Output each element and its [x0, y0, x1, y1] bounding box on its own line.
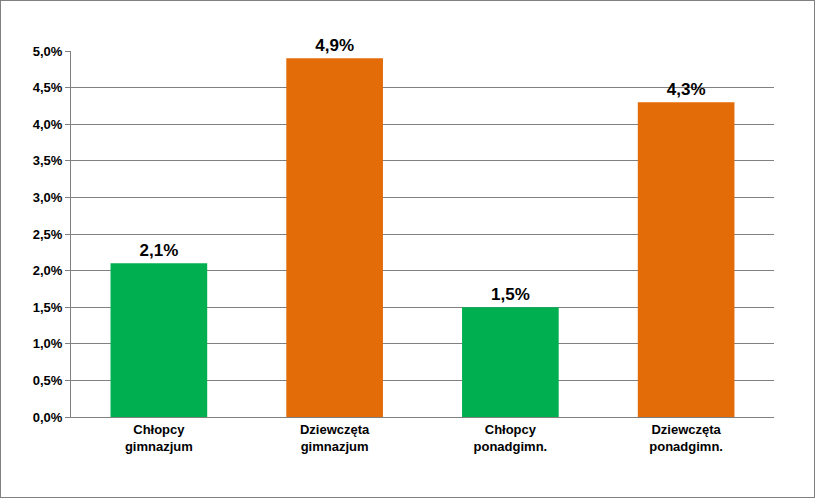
- svg-text:4,5%: 4,5%: [33, 80, 63, 95]
- svg-text:3,0%: 3,0%: [33, 190, 63, 205]
- svg-text:5,0%: 5,0%: [33, 44, 63, 59]
- svg-text:0,0%: 0,0%: [33, 410, 63, 425]
- svg-text:0,5%: 0,5%: [33, 373, 63, 388]
- svg-text:4,0%: 4,0%: [33, 117, 63, 132]
- svg-text:2,5%: 2,5%: [33, 227, 63, 242]
- svg-text:2,0%: 2,0%: [33, 263, 63, 278]
- svg-text:Chłopcyponadgimn.: Chłopcyponadgimn.: [474, 422, 548, 454]
- svg-text:3,5%: 3,5%: [33, 153, 63, 168]
- svg-text:1,5%: 1,5%: [491, 285, 530, 304]
- svg-text:1,5%: 1,5%: [33, 300, 63, 315]
- svg-text:Dziewczętagimnazjum: Dziewczętagimnazjum: [300, 422, 370, 454]
- svg-text:Chłopcygimnazjum: Chłopcygimnazjum: [125, 422, 193, 454]
- svg-text:2,1%: 2,1%: [140, 241, 179, 260]
- svg-text:Dziewczętaponadgimn.: Dziewczętaponadgimn.: [649, 422, 723, 454]
- svg-text:4,9%: 4,9%: [315, 36, 354, 55]
- svg-text:4,3%: 4,3%: [667, 80, 706, 99]
- svg-text:1,0%: 1,0%: [33, 336, 63, 351]
